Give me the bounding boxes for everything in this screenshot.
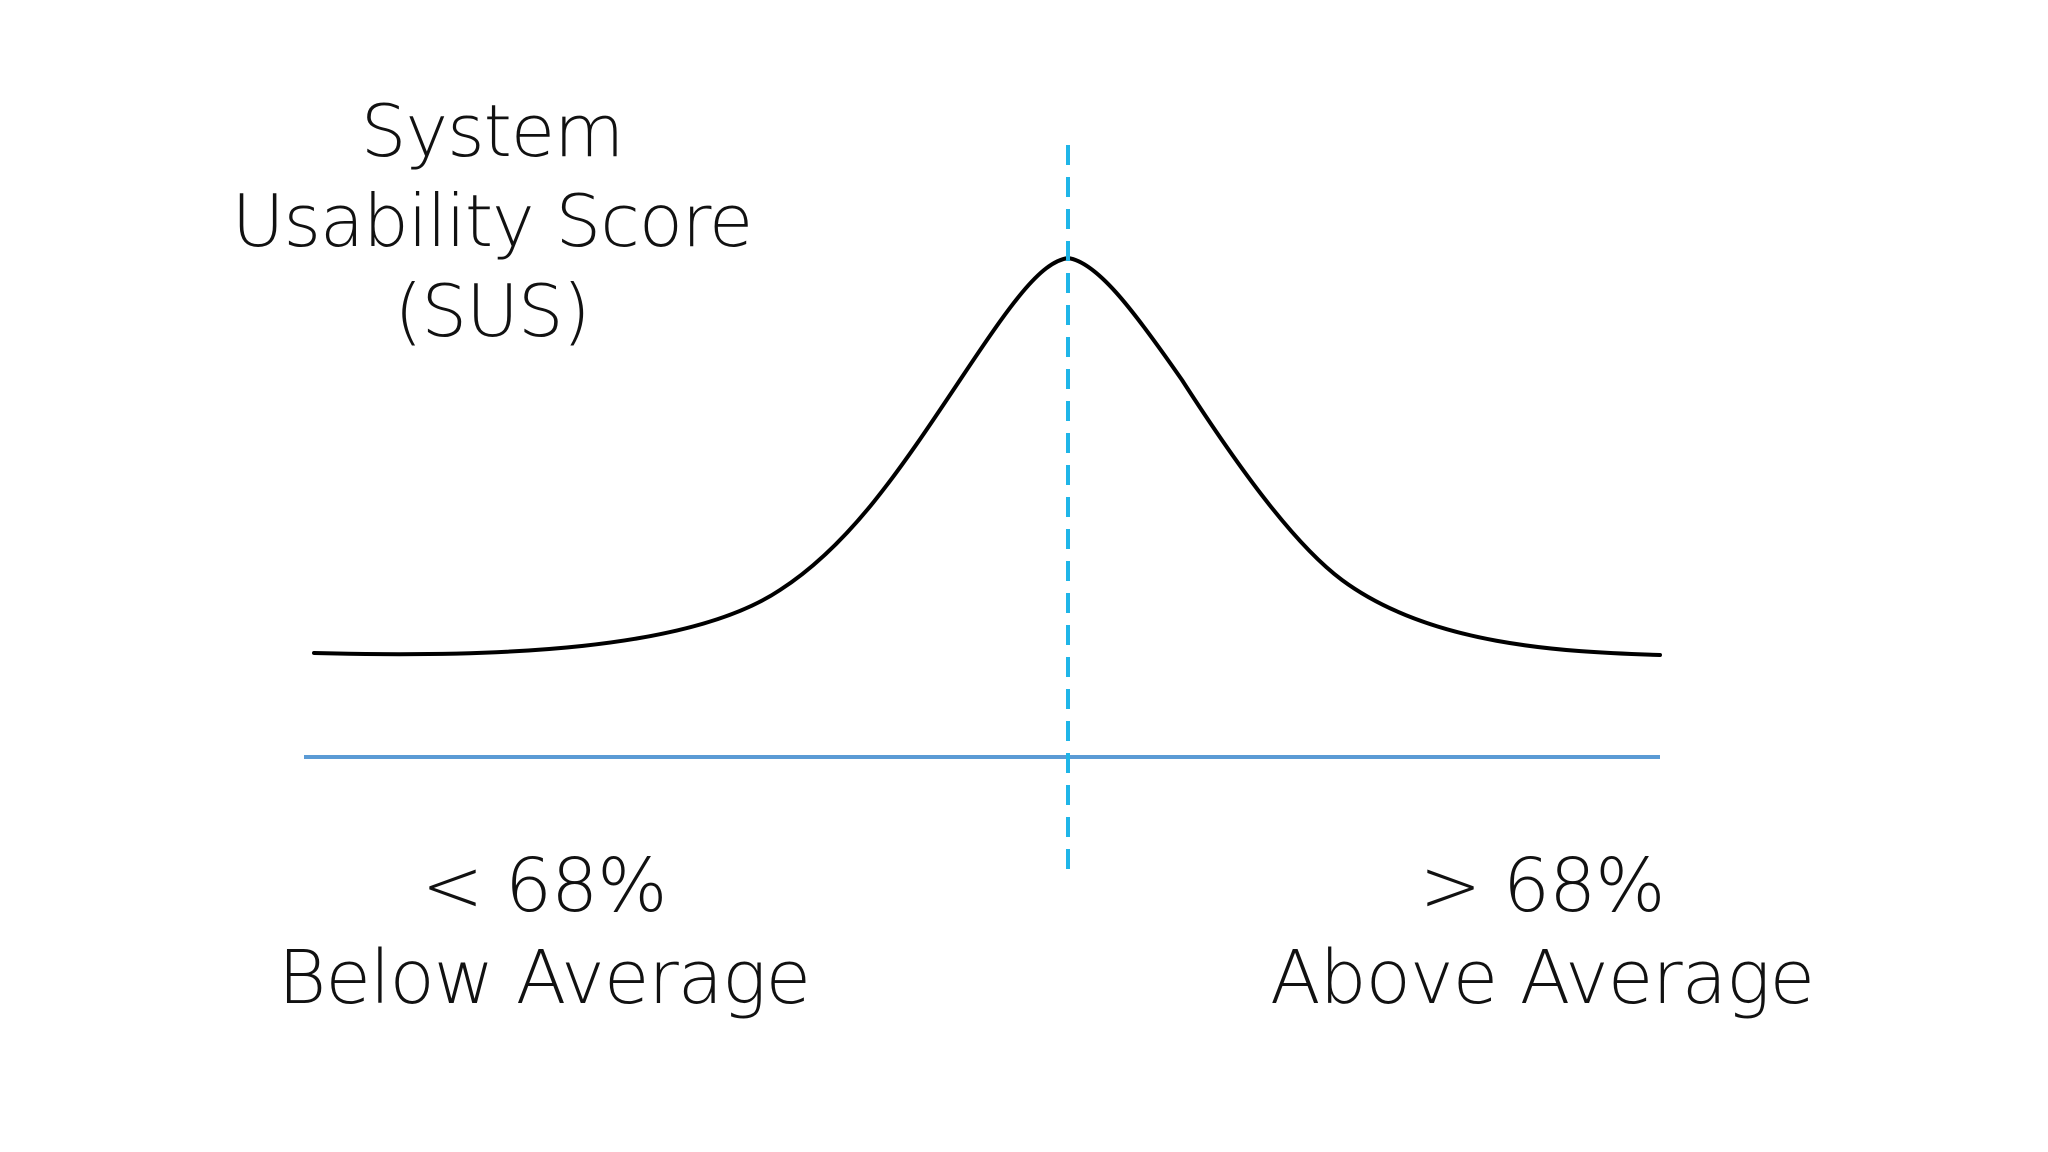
diagram-title: System Usability Score (SUS) [152,86,832,356]
below-average-label: < 68% Below Average [244,840,844,1024]
above-average-threshold: > 68% [1419,843,1665,929]
bell-curve [312,255,1662,657]
above-average-label: > 68% Above Average [1232,840,1852,1024]
title-line-1: System [360,89,625,173]
above-average-text: Above Average [1269,935,1815,1021]
title-line-3: (SUS) [394,269,590,353]
below-average-text: Below Average [277,935,811,1021]
below-average-threshold: < 68% [421,843,667,929]
title-line-2: Usability Score [231,179,753,263]
